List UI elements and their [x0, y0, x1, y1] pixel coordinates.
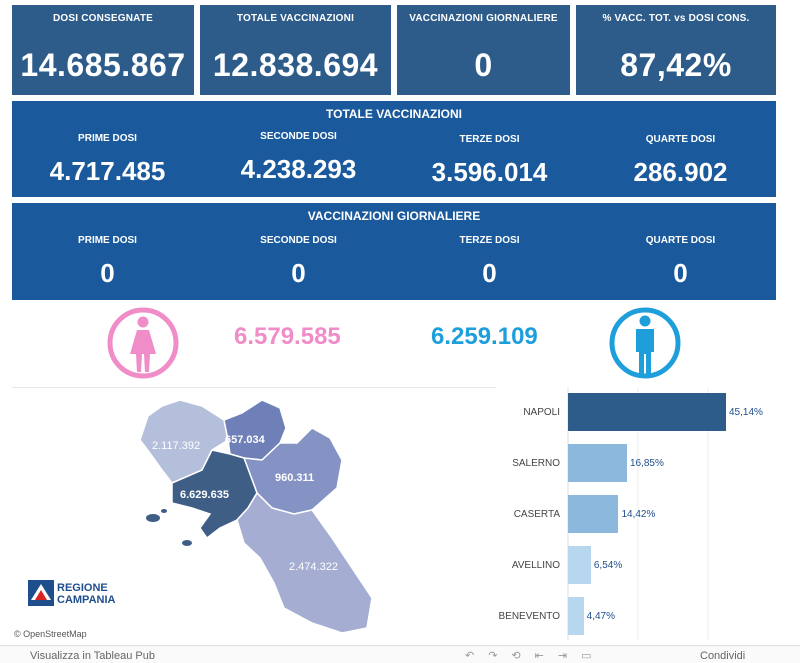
bar-row-avellino[interactable]: AVELLINO 6,54%: [496, 546, 776, 586]
island-capri: [182, 540, 192, 546]
col-label: QUARTE DOSI: [645, 235, 716, 246]
province-bar-chart: NAPOLI 45,14% SALERNO 16,85% CASERTA 14,42% AV…: [496, 387, 776, 640]
totale-prime-dosi: PRIME DOSI 4.717.485: [12, 133, 203, 187]
bar-row-napoli[interactable]: NAPOLI 45,14%: [496, 393, 776, 433]
col-label: PRIME DOSI: [78, 235, 137, 246]
map-attribution[interactable]: © OpenStreetMap: [14, 629, 87, 639]
island-ischia: [146, 514, 160, 522]
col-label: SECONDE DOSI: [260, 235, 337, 246]
kpi-dosi-consegnate: DOSI CONSEGNATE 14.685.867: [12, 5, 194, 95]
bar-category-label: NAPOLI: [523, 407, 560, 418]
col-value: 286.902: [633, 157, 728, 187]
kpi-value: 14.685.867: [20, 47, 186, 83]
col-label: QUARTE DOSI: [645, 134, 716, 145]
col-label: SECONDE DOSI: [260, 131, 337, 142]
bar-category-label: BENEVENTO: [498, 611, 561, 622]
totale-quarte-dosi: QUARTE DOSI 286.902: [585, 134, 776, 188]
col-value: 4.238.293: [240, 154, 357, 184]
map-label-caserta: 2.117.392: [152, 440, 200, 452]
col-label: TERZE DOSI: [459, 134, 520, 145]
kpi-vaccinazioni-giornaliere: VACCINAZIONI GIORNALIERE 0: [397, 5, 570, 95]
female-count: 6.579.585: [234, 323, 341, 350]
kpi-label: VACCINAZIONI GIORNALIERE: [409, 13, 558, 24]
col-value: 3.596.014: [431, 157, 548, 187]
kpi-label: TOTALE VACCINAZIONI: [236, 13, 355, 24]
logo-line-2: CAMPANIA: [57, 594, 116, 606]
island-procida: [161, 509, 167, 513]
female-icon: [107, 307, 179, 379]
giorn-prime-dosi: PRIME DOSI 0: [12, 235, 203, 289]
share-button[interactable]: Condividi: [700, 650, 746, 662]
col-value: 0: [482, 258, 497, 288]
bar-value-label: 4,47%: [586, 611, 615, 622]
map-label-benevento: 657.034: [225, 434, 266, 446]
panel-title: TOTALE VACCINAZIONI: [326, 107, 462, 121]
province-salerno: [236, 491, 373, 634]
bar-value-label: 6,54%: [593, 560, 623, 571]
bar-row-benevento[interactable]: BENEVENTO 4,47%: [496, 597, 776, 637]
bar-value-label: 45,14%: [728, 407, 763, 418]
bar-salerno[interactable]: [568, 444, 627, 482]
map-label-avellino: 960.311: [275, 472, 314, 484]
bar-avellino[interactable]: [568, 546, 591, 584]
map-label-napoli: 6.629.635: [180, 489, 229, 501]
totale-vaccinazioni-panel: TOTALE VACCINAZIONI PRIME DOSI 4.717.485…: [12, 101, 776, 197]
kpi-percentuale: % VACC. TOT. vs DOSI CONS. 87,42%: [576, 5, 776, 95]
bar-value-label: 16,85%: [629, 458, 664, 469]
col-value: 0: [673, 258, 688, 288]
totale-terze-dosi: TERZE DOSI 3.596.014: [394, 134, 585, 188]
tableau-footer: Visualizza in Tableau Pub ↶↷⟲⇤⇥▭ Condivi…: [0, 645, 800, 663]
male-count: 6.259.109: [431, 323, 538, 350]
bar-category-label: AVELLINO: [511, 560, 560, 571]
vaccinazioni-giornaliere-panel: VACCINAZIONI GIORNALIERE PRIME DOSI 0 SE…: [12, 203, 776, 300]
giorn-terze-dosi: TERZE DOSI 0: [394, 235, 585, 289]
logo-line-1: REGIONE: [57, 582, 108, 594]
bar-caserta[interactable]: [568, 495, 619, 533]
col-label: TERZE DOSI: [459, 235, 520, 246]
kpi-label: % VACC. TOT. vs DOSI CONS.: [602, 13, 750, 24]
kpi-value: 12.838.694: [212, 47, 379, 83]
map-label-salerno: 2.474.322: [289, 561, 338, 573]
bar-value-label: 14,42%: [621, 509, 656, 520]
toolbar-icons[interactable]: ↶↷⟲⇤⇥▭: [465, 650, 606, 662]
bar-category-label: SALERNO: [512, 458, 560, 469]
panel-title: VACCINAZIONI GIORNALIERE: [307, 209, 481, 223]
bar-row-salerno[interactable]: SALERNO 16,85%: [496, 444, 776, 484]
col-value: 0: [291, 258, 306, 288]
giorn-seconde-dosi: SECONDE DOSI 0: [203, 235, 394, 289]
kpi-value: 0: [474, 47, 493, 83]
kpi-value: 87,42%: [620, 47, 732, 83]
col-value: 0: [100, 258, 115, 288]
province-map-svg: 2.117.392 657.034 960.311 6.629.635 2.47…: [14, 399, 373, 639]
bar-benevento[interactable]: [568, 597, 584, 635]
giorn-quarte-dosi: QUARTE DOSI 0: [585, 235, 776, 289]
campania-map[interactable]: 2.117.392 657.034 960.311 6.629.635 2.47…: [12, 387, 496, 641]
col-value: 4.717.485: [49, 156, 166, 186]
regione-campania-logo: REGIONE CAMPANIA: [28, 580, 116, 606]
col-label: PRIME DOSI: [78, 133, 137, 144]
bar-row-caserta[interactable]: CASERTA 14,42%: [496, 495, 776, 535]
bar-napoli[interactable]: [568, 393, 726, 431]
view-in-tableau-link[interactable]: Visualizza in Tableau Pub: [30, 650, 155, 662]
totale-seconde-dosi: SECONDE DOSI 4.238.293: [203, 131, 394, 185]
kpi-label: DOSI CONSEGNATE: [52, 13, 154, 24]
kpi-totale-vaccinazioni: TOTALE VACCINAZIONI 12.838.694: [200, 5, 391, 95]
male-icon: [609, 307, 681, 379]
bar-category-label: CASERTA: [513, 509, 560, 520]
